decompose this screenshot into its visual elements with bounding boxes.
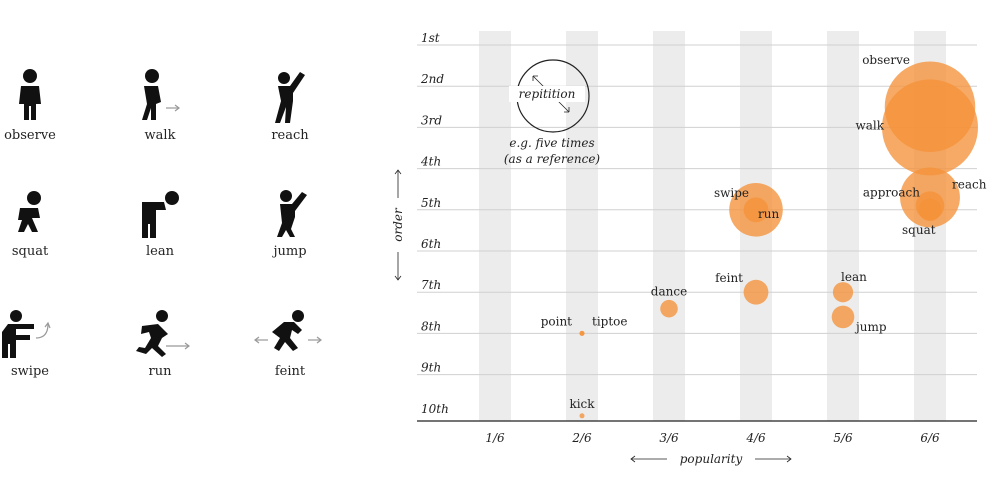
x-tick-label: 6/6 [920, 431, 940, 445]
legend-label: observe [4, 128, 56, 143]
jump-icon [277, 190, 307, 237]
bubble-observe [884, 61, 976, 153]
legend-label: feint [274, 364, 306, 379]
legend-item-run: run [105, 308, 215, 379]
y-tick-label: 9th [421, 361, 441, 375]
legend-item-swipe: swipe [0, 308, 85, 379]
bubble-chart: 1st 2nd 3rd 4th 5th 6th 7th 8th 9th 10th 1/6 2/6 3/… [391, 31, 987, 466]
y-tick-label: 1st [421, 31, 440, 45]
column-band [653, 31, 685, 421]
bubble-jump [831, 305, 855, 329]
legend-label: lean [146, 244, 174, 259]
y-tick-label: 4th [420, 155, 441, 169]
y-tick-label: 5th [421, 196, 441, 210]
point-label-walk: walk [855, 118, 884, 132]
point-label-swipe: swipe [714, 186, 749, 200]
legend-item-feint: feint [235, 308, 345, 379]
legend-label: run [148, 364, 172, 379]
observe-icon [19, 69, 41, 120]
x-axis-title-group: popularity [630, 452, 792, 466]
bubble-dance [660, 299, 678, 318]
gridlines [417, 44, 977, 376]
size-legend-note-2: (as a reference) [504, 152, 601, 166]
point-label-run: run [758, 207, 779, 221]
point-label-observe: observe [862, 53, 910, 67]
point-label-lean: lean [841, 270, 867, 284]
feint-icon [254, 310, 322, 351]
bubble-tiptoe [579, 330, 585, 336]
legend-item-walk: walk [105, 68, 215, 143]
point-label-reach: reach [952, 177, 987, 191]
y-tick-label: 3rd [421, 113, 442, 127]
run-icon [136, 310, 190, 357]
legend-label: walk [144, 128, 176, 143]
point-label-squat: squat [902, 223, 936, 237]
lean-icon [142, 191, 179, 238]
y-tick-label: 7th [421, 278, 441, 292]
legend-label: swipe [11, 364, 49, 379]
point-label-feint: feint [715, 271, 743, 285]
legend-label: jump [273, 244, 307, 259]
column-band [479, 31, 511, 421]
swipe-icon [2, 310, 51, 358]
data-bubbles [579, 61, 978, 419]
bubble-feint [743, 279, 769, 305]
point-label-kick: kick [569, 397, 595, 411]
legend-item-observe: observe [0, 68, 85, 143]
squat-icon [18, 191, 41, 232]
x-tick-label: 2/6 [571, 431, 592, 445]
point-label-dance: dance [651, 285, 687, 299]
y-axis-title: order [391, 207, 405, 242]
y-tick-label: 2nd [420, 72, 444, 86]
x-tick-label: 5/6 [833, 431, 853, 445]
reach-icon [275, 72, 305, 123]
bubble-kick [579, 413, 585, 419]
size-legend-note-1: e.g. five times [509, 136, 594, 150]
bubble-run [743, 197, 769, 223]
column-band [827, 31, 859, 421]
size-legend: repitition e.g. five times (as a referen… [504, 59, 601, 166]
bubble-lean [832, 282, 854, 303]
y-tick-label: 6th [421, 237, 441, 251]
legend-item-lean: lean [105, 188, 215, 259]
point-label-jump: jump [854, 320, 887, 334]
x-axis-title: popularity [680, 452, 743, 466]
point-label-approach: approach [863, 186, 920, 200]
y-tick-label: 10th [421, 402, 449, 416]
y-axis-title-group: order [391, 169, 405, 281]
bubble-squat [918, 198, 942, 222]
data-labels: observe walk reach approach squat swipe run fei… [541, 53, 987, 411]
x-tick-label: 3/6 [659, 431, 679, 445]
y-tick-labels: 1st 2nd 3rd 4th 5th 6th 7th 8th 9th 10th [420, 31, 449, 416]
x-tick-label: 1/6 [485, 431, 505, 445]
point-label-point: point [541, 314, 572, 328]
walk-icon [142, 69, 180, 120]
legend-item-reach: reach [235, 68, 345, 143]
action-legend: observe walk reach squat lean [0, 0, 380, 480]
x-tick-labels: 1/6 2/6 3/6 4/6 5/6 6/6 [485, 431, 940, 445]
x-tick-label: 4/6 [745, 431, 766, 445]
legend-item-jump: jump [235, 188, 345, 259]
legend-label: reach [271, 128, 309, 143]
size-legend-label: repitition [519, 87, 576, 101]
legend-item-squat: squat [0, 188, 85, 259]
y-tick-label: 8th [421, 319, 441, 333]
point-label-tiptoe: tiptoe [592, 314, 628, 328]
legend-label: squat [11, 244, 49, 259]
